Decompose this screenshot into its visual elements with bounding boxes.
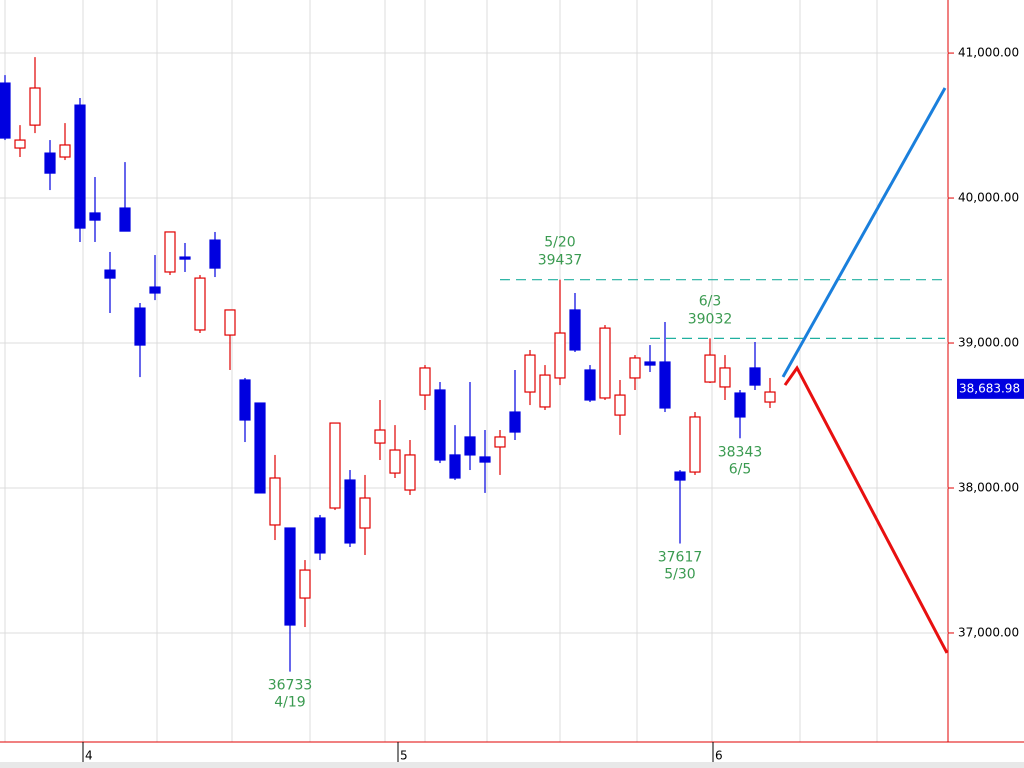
projection-line [783,365,949,654]
annotation-date: 4/19 [274,695,305,711]
candle-body [209,239,221,269]
candle-body [674,471,686,481]
current-price-box [957,378,1024,399]
candle-body [164,231,176,273]
candle-body [74,104,86,229]
candle-body [554,332,566,379]
candle-body [0,82,11,139]
candle-body [434,389,446,461]
candle-body [29,87,41,126]
candle-body [659,361,671,409]
candle-body [599,327,611,399]
y-tick-label: 41,000.00 [958,46,1019,60]
candle-body [269,477,281,526]
candle-body [509,411,521,433]
candle-body [389,449,401,474]
annotation-date: 5/20 [544,235,575,251]
annotation-date: 6/5 [729,461,752,477]
annotation-value: 39437 [538,253,583,269]
candle-body [629,357,641,379]
annotation-date: 6/3 [699,293,722,309]
candle-body [584,369,596,401]
candle-body [44,152,56,174]
y-tick-label: 39,000.00 [958,336,1019,350]
annotation-value: 39032 [688,311,733,327]
candle-body [59,144,71,158]
candle-body [404,454,416,491]
candle-body [644,361,656,366]
candle-body [719,367,731,388]
candle-body [569,309,581,351]
candle-body [449,454,461,479]
y-tick-label: 40,000.00 [958,191,1019,205]
candle-body [224,309,236,336]
candle-body [14,139,26,149]
candle-body [734,392,746,418]
vertical-grid [4,0,878,742]
candle-body [299,569,311,599]
candle-body [284,527,296,626]
candle-body [89,212,101,221]
candle-body [374,429,386,444]
candle-body [149,286,161,294]
candle-body [344,479,356,544]
y-tick-label: 37,000.00 [958,625,1019,639]
candle-body [614,394,626,416]
annotation-value: 38343 [718,444,763,460]
candle-body [479,456,491,463]
x-tick-label: 5 [400,749,408,763]
candle-body [314,517,326,554]
candle-body [329,422,341,509]
candle-body [539,374,551,408]
candle-body [134,307,146,346]
scrollbar [0,762,1024,768]
candle-body [104,269,116,279]
projection-line [781,87,947,378]
annotation-value: 37617 [658,550,703,566]
candle-body [179,256,191,260]
candle-body [764,391,776,403]
candle-body [704,354,716,383]
x-tick-label: 6 [715,749,723,763]
x-tick-label: 4 [85,749,93,763]
candle-body [689,416,701,473]
candle-body [254,402,266,494]
annotation-date: 5/30 [664,567,695,583]
y-tick-label: 38,000.00 [958,480,1019,494]
candle-body [194,277,206,331]
candle-body [119,207,131,232]
candle-body [359,497,371,529]
annotation-value: 36733 [268,678,313,694]
candle-body [524,354,536,393]
candle-body [464,436,476,456]
current-price-label: 38,683.98 [959,381,1020,395]
candle-body [494,436,506,448]
candle-body [749,367,761,386]
candle-body [419,367,431,396]
candle-body [239,379,251,421]
